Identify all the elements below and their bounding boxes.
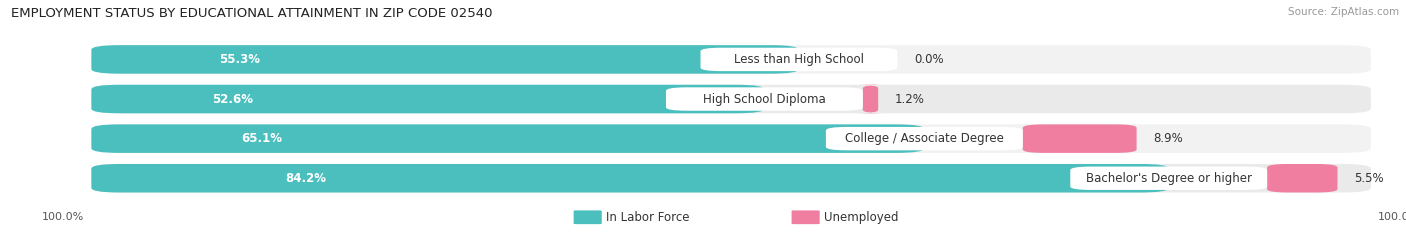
Text: High School Diploma: High School Diploma (703, 93, 825, 106)
Text: 65.1%: 65.1% (242, 132, 283, 145)
FancyBboxPatch shape (858, 85, 884, 113)
FancyBboxPatch shape (91, 164, 1371, 192)
Text: 8.9%: 8.9% (1153, 132, 1184, 145)
Text: Bachelor's Degree or higher: Bachelor's Degree or higher (1085, 172, 1251, 185)
Text: 84.2%: 84.2% (285, 172, 326, 185)
Text: 0.0%: 0.0% (914, 53, 943, 66)
FancyBboxPatch shape (91, 45, 1371, 74)
FancyBboxPatch shape (825, 127, 1022, 150)
FancyBboxPatch shape (91, 124, 924, 153)
FancyBboxPatch shape (91, 124, 1371, 153)
FancyBboxPatch shape (91, 45, 799, 74)
Text: In Labor Force: In Labor Force (606, 211, 689, 224)
FancyBboxPatch shape (1022, 124, 1136, 153)
FancyBboxPatch shape (666, 87, 863, 111)
FancyBboxPatch shape (91, 85, 765, 113)
Text: 55.3%: 55.3% (219, 53, 260, 66)
Text: Less than High School: Less than High School (734, 53, 863, 66)
Text: 52.6%: 52.6% (212, 93, 253, 106)
FancyBboxPatch shape (91, 85, 1371, 113)
Text: 5.5%: 5.5% (1354, 172, 1384, 185)
FancyBboxPatch shape (91, 164, 1168, 192)
Text: College / Associate Degree: College / Associate Degree (845, 132, 1004, 145)
Text: 100.0%: 100.0% (1378, 212, 1406, 222)
Text: EMPLOYMENT STATUS BY EDUCATIONAL ATTAINMENT IN ZIP CODE 02540: EMPLOYMENT STATUS BY EDUCATIONAL ATTAINM… (11, 7, 492, 20)
FancyBboxPatch shape (700, 48, 897, 71)
FancyBboxPatch shape (1267, 164, 1337, 192)
Text: 100.0%: 100.0% (42, 212, 84, 222)
Text: Unemployed: Unemployed (824, 211, 898, 224)
FancyBboxPatch shape (792, 210, 820, 224)
FancyBboxPatch shape (574, 210, 602, 224)
FancyBboxPatch shape (1070, 167, 1267, 190)
Text: 1.2%: 1.2% (896, 93, 925, 106)
Text: Source: ZipAtlas.com: Source: ZipAtlas.com (1288, 7, 1399, 17)
